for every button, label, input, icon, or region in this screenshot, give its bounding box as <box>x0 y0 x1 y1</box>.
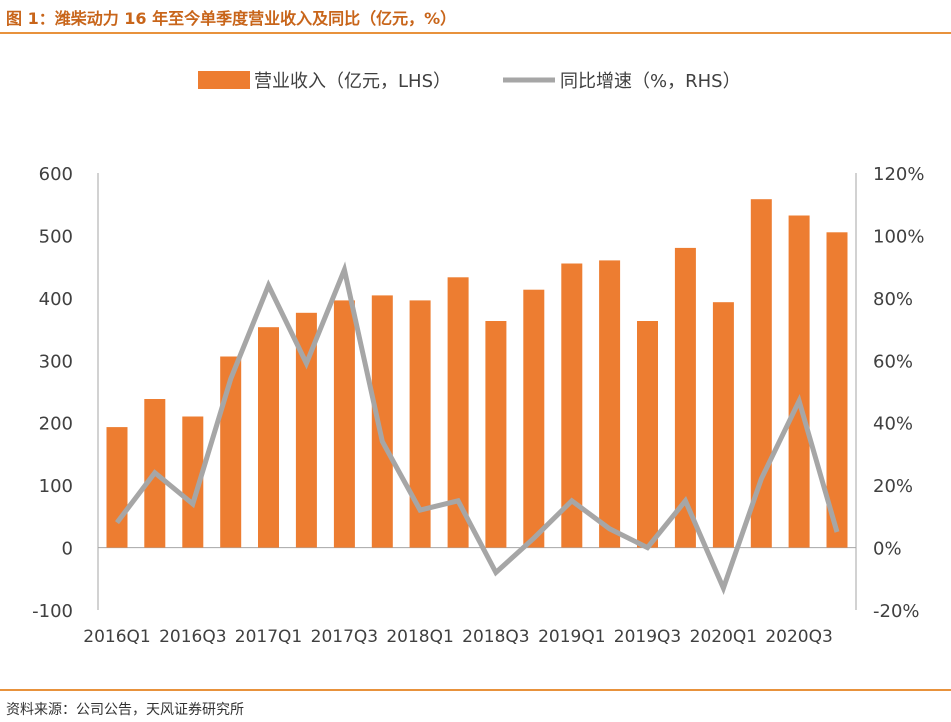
revenue-bar <box>826 232 848 548</box>
right-tick-label: 40% <box>873 414 913 435</box>
right-tick-label: 100% <box>873 226 924 247</box>
left-tick-label: 600 <box>39 164 73 185</box>
revenue-bar <box>750 199 772 548</box>
revenue-bar <box>561 263 583 548</box>
x-tick-label: 2019Q1 <box>538 627 605 647</box>
x-tick-label: 2016Q3 <box>159 627 226 647</box>
revenue-bar <box>258 327 279 548</box>
x-tick-label: 2018Q1 <box>386 627 453 647</box>
x-tick-label: 2016Q1 <box>83 627 150 647</box>
x-tick-label: 2020Q3 <box>765 627 832 647</box>
left-tick-label: 500 <box>39 226 73 247</box>
left-tick-label: 100 <box>39 476 73 497</box>
x-tick-label: 2017Q3 <box>311 627 378 647</box>
revenue-bar <box>674 247 696 548</box>
figure-title: 图 1：潍柴动力 16 年至今单季度营业收入及同比（亿元，%） <box>6 9 457 28</box>
right-tick-label: 80% <box>873 289 913 310</box>
bar-series <box>106 199 848 548</box>
revenue-bar <box>371 295 393 548</box>
tick-labels: 600 500 400 300 200 100 0 -100 120% 100% 80% 60% 40%… <box>32 164 924 647</box>
revenue-bar <box>182 416 204 548</box>
x-tick-label: 2017Q1 <box>235 627 302 647</box>
left-tick-label: 400 <box>39 289 73 310</box>
revenue-bar <box>788 215 810 548</box>
revenue-bar <box>295 312 317 548</box>
line-series <box>115 261 840 595</box>
left-tick-label: -100 <box>32 601 73 622</box>
revenue-bar <box>523 289 545 548</box>
bottom-rule <box>0 689 951 691</box>
revenue-bar <box>333 300 355 548</box>
x-tick-label: 2019Q3 <box>614 627 681 647</box>
legend-line-label: 同比增速（%，RHS） <box>560 71 741 92</box>
revenue-bar <box>106 427 128 548</box>
revenue-bar <box>599 260 621 548</box>
revenue-bar <box>712 302 734 548</box>
legend: 营业收入（亿元，LHS） 同比增速（%，RHS） <box>198 71 741 92</box>
revenue-bar <box>447 277 469 548</box>
left-tick-label: 0 <box>62 539 73 560</box>
yoy-growth-line <box>115 261 840 595</box>
legend-bar-swatch <box>198 71 250 89</box>
left-tick-label: 300 <box>39 351 73 372</box>
right-tick-label: 20% <box>873 476 913 497</box>
revenue-bar <box>409 300 431 548</box>
right-tick-label: -20% <box>873 601 920 622</box>
right-tick-label: 60% <box>873 351 913 372</box>
right-tick-label: 0% <box>873 539 902 560</box>
left-tick-label: 200 <box>39 414 73 435</box>
x-tick-label: 2018Q3 <box>462 627 529 647</box>
x-tick-label: 2020Q1 <box>690 627 757 647</box>
legend-bar-label: 营业收入（亿元，LHS） <box>254 71 451 92</box>
revenue-bar <box>485 321 507 548</box>
top-rule <box>0 32 951 34</box>
source-note: 资料来源：公司公告，天风证券研究所 <box>6 702 244 718</box>
right-tick-label: 120% <box>873 164 924 185</box>
revenue-bar <box>637 321 658 548</box>
axes <box>97 173 857 610</box>
